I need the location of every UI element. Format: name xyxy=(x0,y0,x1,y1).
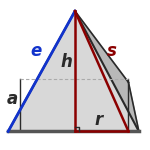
Polygon shape xyxy=(75,11,139,131)
Text: a: a xyxy=(7,90,18,108)
Text: s: s xyxy=(107,42,117,60)
Text: r: r xyxy=(95,111,103,129)
Text: h: h xyxy=(60,53,72,71)
Polygon shape xyxy=(8,11,139,131)
Text: e: e xyxy=(31,42,42,60)
